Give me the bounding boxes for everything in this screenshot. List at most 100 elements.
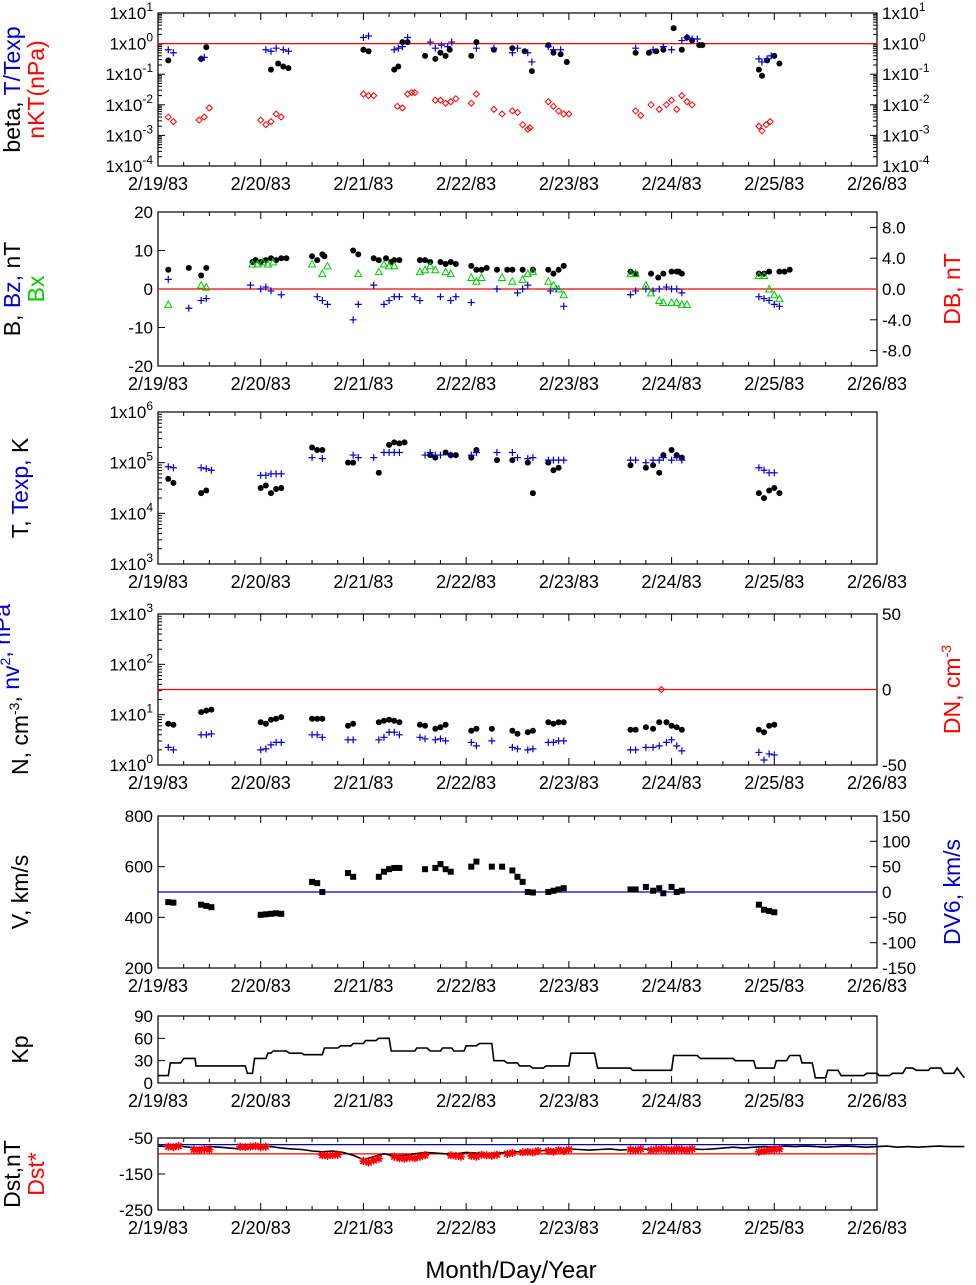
- data-point: [655, 742, 663, 750]
- data-point: [524, 455, 532, 463]
- data-point: [549, 46, 557, 54]
- data-point: [447, 98, 455, 106]
- data-point: [422, 722, 429, 729]
- x-tick-label: 2/23/83: [539, 1218, 599, 1238]
- data-point: [645, 49, 652, 56]
- y-tick-label: 1x10-2: [105, 92, 153, 115]
- data-point: [550, 887, 557, 894]
- data-point: [632, 886, 639, 893]
- data-point: [370, 255, 377, 262]
- y-tick-label: 1x10-1: [105, 61, 153, 84]
- data-point: [203, 707, 210, 714]
- data-point: [169, 746, 177, 754]
- data-point: [360, 46, 367, 53]
- data-point: [359, 33, 367, 41]
- data-point: [200, 53, 208, 61]
- right-tick-label: -50: [882, 908, 907, 927]
- y-tick-label: 0: [144, 280, 153, 299]
- x-tick-label: 2/21/83: [333, 374, 393, 394]
- data-point: [534, 1146, 543, 1155]
- data-point: [544, 1146, 553, 1155]
- data-point: [169, 464, 177, 472]
- data-point: [487, 1151, 496, 1160]
- data-point: [488, 725, 495, 732]
- data-point: [550, 270, 557, 277]
- data-point: [493, 266, 500, 273]
- data-point: [637, 111, 645, 120]
- data-point: [258, 257, 268, 266]
- x-tick-label: 2/20/83: [231, 976, 291, 996]
- data-point: [472, 742, 480, 750]
- data-point: [380, 733, 388, 741]
- data-point: [775, 1144, 784, 1153]
- data-point: [236, 1142, 245, 1151]
- data-point: [422, 866, 429, 873]
- data-point: [398, 104, 407, 112]
- data-point: [555, 266, 562, 273]
- data-point: [451, 1151, 460, 1160]
- data-point: [760, 466, 768, 474]
- data-point: [263, 259, 273, 268]
- panel-density: 2/19/83 2/20/83 2/21/83 2/22/83 2/23/83 2/24/…: [0, 601, 965, 793]
- data-point: [442, 449, 449, 456]
- data-point: [776, 490, 783, 497]
- data-point: [550, 720, 557, 727]
- data-point: [198, 709, 205, 716]
- plot-frame: [157, 1015, 878, 1084]
- data-point: [195, 1146, 204, 1155]
- data-point: [389, 261, 399, 270]
- data-point: [345, 722, 352, 729]
- data-point: [758, 58, 766, 66]
- x-tick-label: 2/22/83: [436, 976, 496, 996]
- right-tick-label: -100: [882, 934, 916, 953]
- data-point: [519, 878, 526, 885]
- data-point: [555, 464, 562, 471]
- data-point: [170, 479, 177, 486]
- data-point: [457, 1152, 466, 1161]
- data-point: [467, 451, 475, 459]
- x-tick-label: 2/24/83: [642, 1218, 702, 1238]
- data-point: [208, 904, 215, 911]
- data-point: [380, 868, 387, 875]
- right-axis-label: DN, cm-3: [938, 645, 965, 734]
- data-point: [253, 259, 262, 268]
- data-point: [375, 257, 382, 264]
- data-point: [314, 880, 321, 887]
- y-tick-label: 1x10-3: [105, 122, 153, 145]
- data-point: [426, 449, 434, 457]
- data-point: [668, 447, 675, 453]
- data-point: [246, 281, 254, 289]
- data-point: [313, 293, 321, 301]
- data-point: [662, 738, 670, 746]
- data-point: [627, 886, 634, 893]
- data-point: [386, 716, 393, 723]
- data-point: [395, 293, 403, 301]
- data-point: [509, 266, 516, 273]
- data-point: [272, 44, 280, 52]
- data-point: [549, 280, 558, 289]
- data-point: [682, 1146, 691, 1155]
- data-point: [493, 449, 501, 457]
- right-tick-label: 150: [882, 807, 910, 826]
- data-point: [277, 113, 285, 121]
- data-point: [660, 270, 667, 277]
- data-point: [323, 1151, 332, 1160]
- data-point: [508, 1148, 517, 1157]
- data-point: [646, 288, 656, 297]
- data-point: [673, 889, 680, 895]
- data-point: [262, 745, 270, 753]
- data-point: [524, 49, 532, 57]
- y-axis-label: beta, T/Texp: [0, 26, 25, 152]
- y-axis-label: B, Bz, nT: [0, 242, 25, 337]
- right-tick-label: -4.0: [882, 311, 911, 330]
- data-point: [164, 463, 172, 471]
- x-tick-label: 2/24/83: [642, 572, 702, 592]
- data-point: [662, 101, 671, 109]
- y-tick-label: 1x101: [109, 0, 153, 23]
- data-point: [755, 122, 763, 130]
- data-point: [647, 1146, 656, 1155]
- data-point: [196, 280, 206, 289]
- right-tick-label: 1x100: [882, 31, 926, 54]
- right-tick-label: 50: [882, 858, 901, 877]
- data-point: [277, 738, 285, 746]
